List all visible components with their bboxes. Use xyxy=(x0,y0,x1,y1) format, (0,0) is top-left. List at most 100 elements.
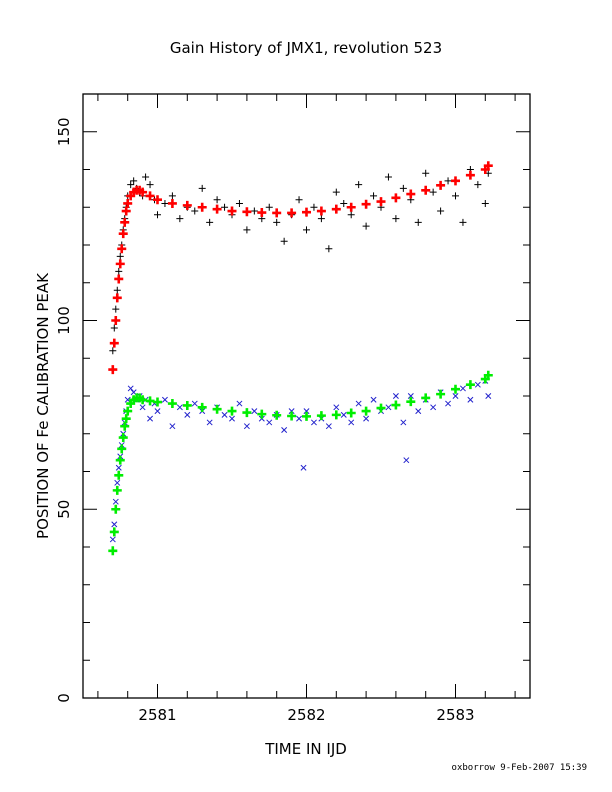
data-point xyxy=(161,396,168,403)
data-point xyxy=(459,218,467,226)
data-point xyxy=(236,400,243,407)
data-point xyxy=(362,222,370,230)
data-point xyxy=(355,400,362,407)
data-point xyxy=(303,226,310,234)
data-point xyxy=(130,177,138,185)
y-tick-label: 0 xyxy=(55,693,73,703)
data-point xyxy=(355,181,363,189)
data-point xyxy=(483,161,493,171)
data-point xyxy=(111,316,121,325)
data-point xyxy=(169,423,176,430)
data-point xyxy=(142,173,150,181)
data-point xyxy=(191,400,198,407)
data-point xyxy=(251,408,258,415)
data-point xyxy=(376,197,386,207)
data-point xyxy=(316,411,326,421)
data-point xyxy=(117,244,127,254)
data-point xyxy=(348,419,355,426)
data-point xyxy=(112,498,119,505)
data-point xyxy=(167,198,177,208)
data-point xyxy=(403,457,410,464)
chart-title: Gain History of JMX1, revolution 523 xyxy=(170,39,442,57)
data-point xyxy=(108,365,118,375)
data-point xyxy=(407,393,414,399)
data-point xyxy=(346,202,356,212)
data-point xyxy=(481,199,489,207)
data-point xyxy=(123,406,133,416)
data-point xyxy=(391,193,401,203)
data-point xyxy=(451,384,460,394)
data-point xyxy=(110,324,118,332)
data-point xyxy=(206,218,214,226)
data-point xyxy=(115,455,125,465)
y-axis-label: POSITION OF Fe CALIBRATION PEAK xyxy=(34,272,52,539)
data-point xyxy=(115,259,125,269)
data-point xyxy=(153,397,162,407)
data-point xyxy=(391,400,401,410)
data-point xyxy=(421,185,431,195)
data-point xyxy=(384,173,392,181)
y-axis-ticks xyxy=(83,131,530,699)
data-point xyxy=(127,385,134,392)
data-point xyxy=(115,464,122,471)
data-point xyxy=(111,504,121,514)
data-point xyxy=(206,419,213,426)
data-point xyxy=(361,406,371,416)
data-point xyxy=(316,206,326,216)
data-point xyxy=(444,177,452,185)
data-point xyxy=(281,426,288,433)
data-point xyxy=(295,196,303,204)
data-point xyxy=(370,396,377,403)
data-point xyxy=(437,207,445,215)
data-point xyxy=(146,181,154,189)
data-point xyxy=(273,218,281,226)
data-point xyxy=(145,191,155,201)
data-point xyxy=(347,211,355,219)
footer-credit: oxborrow 9-Feb-2007 15:39 xyxy=(452,763,587,773)
data-point xyxy=(325,245,333,253)
series-0 xyxy=(109,166,492,355)
data-point xyxy=(176,404,183,411)
data-point xyxy=(112,293,122,303)
series-layer xyxy=(108,161,493,556)
data-point xyxy=(127,181,135,189)
data-point xyxy=(198,184,206,192)
data-point xyxy=(257,409,267,419)
data-point xyxy=(109,527,119,537)
data-point xyxy=(258,415,265,422)
y-tick-label: 50 xyxy=(55,500,73,519)
data-point xyxy=(121,206,131,216)
data-point xyxy=(116,252,124,260)
data-point xyxy=(400,419,407,426)
data-point xyxy=(120,217,130,227)
data-point xyxy=(430,404,437,411)
data-point xyxy=(363,415,370,422)
data-point xyxy=(212,404,222,414)
data-point xyxy=(331,410,341,420)
x-axis-label: TIME IN IJD xyxy=(264,740,347,758)
data-point xyxy=(250,207,258,215)
data-point xyxy=(182,200,192,210)
data-point xyxy=(109,338,119,348)
data-point xyxy=(213,196,221,204)
data-point xyxy=(406,397,416,407)
data-point xyxy=(111,521,118,528)
data-point xyxy=(147,415,154,422)
data-point xyxy=(485,393,492,399)
data-point xyxy=(399,184,407,192)
data-point xyxy=(325,423,332,430)
data-point xyxy=(115,267,123,275)
data-point xyxy=(120,421,130,431)
data-point xyxy=(176,215,184,223)
data-point xyxy=(243,423,250,430)
data-point xyxy=(452,393,459,399)
data-point xyxy=(112,305,120,313)
data-point xyxy=(161,199,169,207)
data-point xyxy=(370,192,378,200)
data-point xyxy=(465,170,475,180)
data-point xyxy=(287,208,297,218)
data-point xyxy=(272,208,282,218)
data-point xyxy=(346,408,356,418)
x-tick-label: 2583 xyxy=(436,706,474,724)
